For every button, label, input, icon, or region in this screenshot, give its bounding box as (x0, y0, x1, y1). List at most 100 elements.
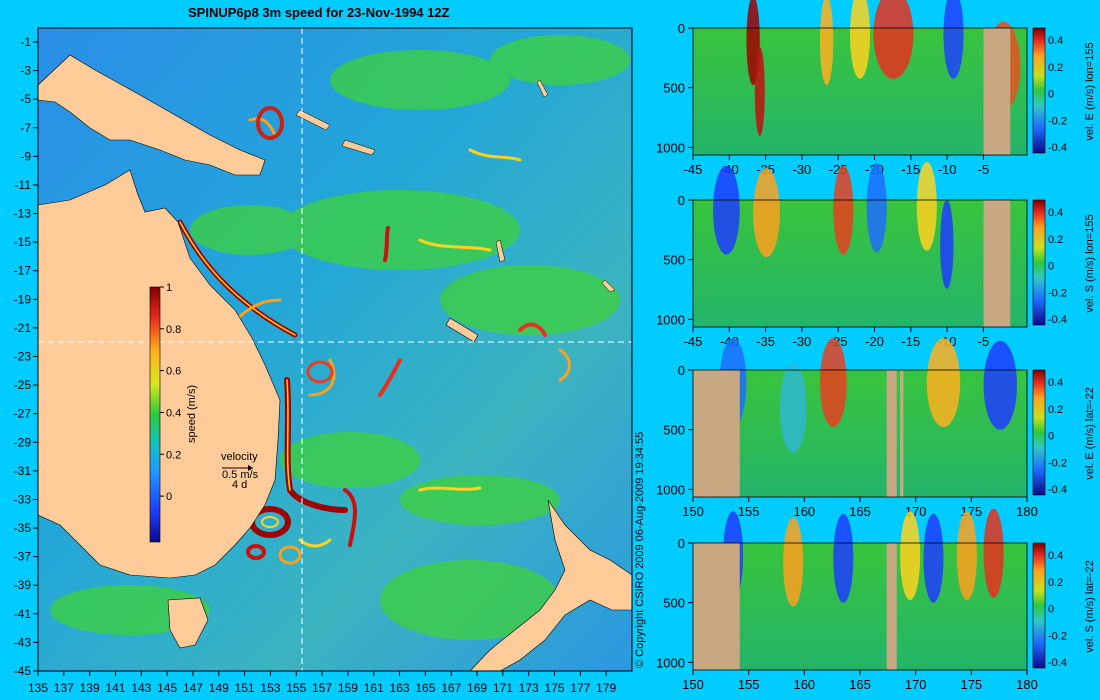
section-feature (873, 0, 914, 79)
lat-tick-label: -13 (14, 207, 32, 221)
section-colorbar-tick-label: 0 (1048, 261, 1054, 273)
colorbar-tick-label: 0.4 (166, 407, 181, 419)
section-x-tick-label: 160 (793, 677, 815, 692)
speed-colorbar (149, 286, 161, 543)
colorbar-tick-label: 0.6 (166, 366, 181, 378)
lat-tick-label: -37 (14, 550, 32, 564)
section-frame (692, 27, 1028, 156)
section-feature (819, 338, 847, 428)
section-feature (940, 200, 954, 289)
section-bathymetry (983, 200, 1011, 327)
section-x-tick-label: -5 (978, 162, 990, 177)
section-x-tick-label: -15 (901, 334, 920, 349)
section-x-tick-label: -30 (793, 334, 812, 349)
depth-tick-label: 500 (663, 596, 685, 611)
section-colorbar-tick-label: 0 (1048, 431, 1054, 443)
section-feature (983, 340, 1017, 430)
section-feature (943, 0, 964, 79)
section-colorbar (1032, 199, 1046, 326)
section-colorbar-label: vel. E (m/s) lat=-22 (1084, 387, 1096, 480)
lon-tick-label: 171 (493, 681, 513, 695)
section-colorbar-tick-label: -0.2 (1048, 115, 1067, 127)
lon-tick-label: 159 (338, 681, 358, 695)
colorbar-tick-label: 0 (166, 491, 172, 503)
lon-tick-label: 137 (54, 681, 74, 695)
section-feature (713, 165, 740, 255)
section-panel: 05001000-45-40-35-30-25-20-15-10-50.40.2… (656, 161, 1096, 349)
lon-tick-label: 165 (415, 681, 435, 695)
lat-tick-label: -43 (14, 635, 32, 649)
section-bathymetry (693, 543, 740, 670)
section-colorbar-tick-label: -0.4 (1048, 484, 1067, 496)
section-panels: 05001000-45-40-35-30-25-20-15-10-50.40.2… (656, 0, 1096, 692)
section-colorbar-tick-label: 0.4 (1048, 207, 1063, 219)
lon-tick-label: 147 (183, 681, 203, 695)
section-bathymetry (900, 370, 904, 497)
section-colorbar-tick-label: -0.2 (1048, 630, 1067, 642)
lat-tick-label: -7 (20, 121, 31, 135)
lon-tick-label: 135 (28, 681, 48, 695)
lon-tick-label: 153 (260, 681, 280, 695)
lat-tick-label: -3 (20, 64, 31, 78)
section-bathymetry (886, 543, 897, 670)
section-field (693, 543, 1027, 670)
land-islands (295, 79, 616, 293)
lat-tick-label: -27 (14, 407, 32, 421)
section-feature (783, 517, 804, 607)
lat-tick-label: -45 (14, 664, 32, 678)
section-x-tick-label: 160 (793, 504, 815, 519)
section-feature (926, 338, 961, 428)
section-colorbar-tick-label: 0.2 (1048, 577, 1063, 589)
section-panel: 0 500 1000 150 155 160 165 170 175 180 0.4 0.2 0 -0.2… (656, 508, 1096, 692)
section-feature (833, 165, 854, 255)
section-colorbar-tick-label: -0.2 (1048, 457, 1067, 469)
speed-colorbar-ticks: 1 0.8 0.6 0.4 0.2 0 (160, 282, 181, 503)
depth-tick-label: 500 (663, 81, 685, 96)
depth-tick-label: 1000 (656, 140, 685, 155)
colorbar-tick-label: 0.2 (166, 449, 181, 461)
section-colorbar-tick-label: 0.2 (1048, 404, 1063, 416)
land-tasmania (167, 597, 209, 649)
lon-tick-label: 141 (105, 681, 125, 695)
lat-tick-label: -1 (20, 35, 31, 49)
section-feature (866, 163, 887, 253)
lat-tick-label: -19 (14, 292, 32, 306)
map-lat-ticks: -1 -3 -5 -7 -9 -11 -13 -15 -17 -19 -21 -23 -25 -27 -29… (14, 35, 38, 678)
lon-tick-label: 139 (80, 681, 100, 695)
colorbar-tick-label: 0.8 (166, 324, 181, 336)
lat-tick-label: -5 (20, 92, 31, 106)
section-x-tick-label: -30 (793, 162, 812, 177)
section-x-tick-label: -5 (978, 334, 990, 349)
velocity-key-title: velocity (221, 451, 258, 463)
current-patches (50, 35, 630, 640)
section-feature (983, 508, 1004, 598)
lon-tick-label: 155 (286, 681, 306, 695)
section-x-tick-label: -45 (684, 334, 703, 349)
section-colorbar-tick-label: 0.4 (1048, 550, 1063, 562)
section-x-tick-label: -10 (938, 162, 957, 177)
section-colorbar-tick-label: 0 (1048, 604, 1054, 616)
lat-tick-label: -41 (14, 607, 32, 621)
lat-tick-label: -21 (14, 321, 32, 335)
colorbar-tick-label: 1 (166, 282, 172, 294)
lat-tick-label: -9 (20, 149, 31, 163)
lat-tick-label: -31 (14, 464, 32, 478)
lat-tick-label: -17 (14, 264, 32, 278)
lon-tick-label: 169 (467, 681, 487, 695)
section-bathymetry (886, 370, 897, 497)
map-frame (37, 27, 633, 672)
depth-tick-label: 1000 (656, 312, 685, 327)
velocity-key-days: 4 d (232, 479, 247, 491)
section-field (693, 200, 1027, 327)
section-bathymetry (693, 370, 740, 497)
lon-tick-label: 157 (312, 681, 332, 695)
section-colorbar (1032, 369, 1046, 496)
section-feature (753, 168, 780, 258)
lat-tick-label: -39 (14, 578, 32, 592)
section-x-tick-label: 165 (849, 504, 871, 519)
copyright-text: © Copyright CSIRO 2009 06-Aug-2009 19:34… (634, 432, 646, 668)
land-new-zealand (469, 499, 633, 672)
lon-tick-label: 167 (441, 681, 461, 695)
section-colorbar-tick-label: 0.4 (1048, 35, 1063, 47)
